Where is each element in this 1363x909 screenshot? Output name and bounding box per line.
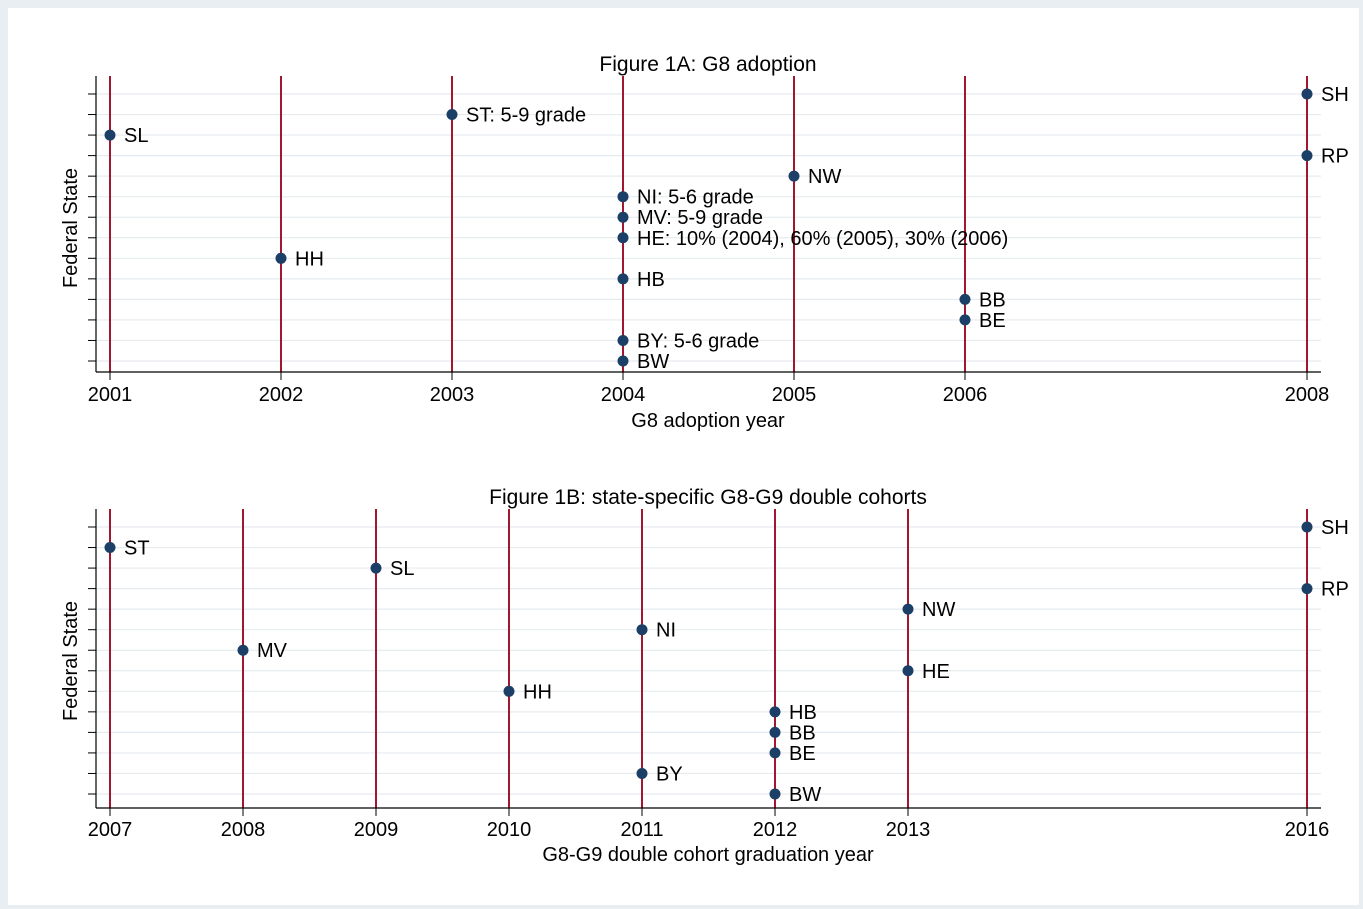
data-point [275, 252, 287, 264]
data-point [959, 314, 971, 326]
chart-1a-title: Figure 1A: G8 adoption [599, 53, 816, 76]
chart-1a-y-axis-title: Federal State [60, 168, 82, 288]
data-point [1301, 150, 1313, 162]
point-label: SH [1321, 517, 1349, 539]
x-tick-label: 2005 [772, 384, 817, 406]
data-point [617, 211, 629, 223]
chart-1b-gridlines [96, 526, 1321, 795]
x-tick-label: 2008 [1285, 384, 1330, 406]
point-label: RP [1321, 146, 1349, 168]
chart-1b-x-ticks: 2007 2008 2009 2010 2011 2012 2013 2016 [88, 808, 1330, 841]
data-point [636, 624, 648, 636]
data-point [769, 706, 781, 718]
point-label: BW [789, 784, 821, 806]
x-tick-label: 2006 [943, 384, 988, 406]
data-point [617, 334, 629, 346]
data-point [617, 355, 629, 367]
chart-panel-1b: Figure 1B: state-specific G8-G9 double c… [60, 486, 1349, 866]
point-label: BY: 5-6 grade [637, 330, 759, 352]
x-tick-label: 2016 [1285, 819, 1330, 841]
chart-1a-x-ticks: 2001 2002 2003 2004 2005 2006 2008 [88, 372, 1330, 406]
chart-1b-y-axis-title: Federal State [60, 601, 82, 721]
data-point [446, 109, 458, 121]
point-label: HB [637, 269, 665, 291]
chart-1a-points [104, 88, 1313, 367]
chart-1b-points [104, 521, 1313, 800]
point-label: BB [789, 722, 816, 744]
data-point [1301, 521, 1313, 533]
x-tick-label: 2007 [88, 819, 133, 841]
x-tick-label: 2008 [221, 819, 266, 841]
data-point [1301, 583, 1313, 595]
data-point [902, 665, 914, 677]
point-label: BY [656, 763, 683, 785]
x-tick-label: 2002 [259, 384, 304, 406]
data-point [636, 767, 648, 779]
x-tick-label: 2013 [886, 819, 931, 841]
chart-1b-axes [95, 509, 1321, 809]
point-label: SL [124, 125, 148, 147]
data-point [237, 644, 249, 656]
data-point [788, 170, 800, 182]
x-tick-label: 2010 [487, 819, 532, 841]
data-point [902, 603, 914, 615]
x-tick-label: 2012 [753, 819, 798, 841]
x-tick-label: 2001 [88, 384, 133, 406]
point-label: BB [979, 289, 1006, 311]
data-point [1301, 88, 1313, 100]
point-label: ST: 5-9 grade [466, 105, 586, 127]
data-point [769, 788, 781, 800]
point-label: NW [922, 599, 955, 621]
data-point [503, 685, 515, 697]
point-label: NW [808, 166, 841, 188]
chart-1a-gridlines [96, 93, 1321, 362]
data-point [617, 191, 629, 203]
x-tick-label: 2004 [601, 384, 646, 406]
data-point [959, 293, 971, 305]
point-label: BE [789, 743, 816, 765]
data-point [617, 232, 629, 244]
chart-1b-x-axis-title: G8-G9 double cohort graduation year [542, 844, 874, 866]
data-point [769, 726, 781, 738]
point-label: HH [523, 681, 552, 703]
point-label: SH [1321, 84, 1349, 106]
x-tick-label: 2009 [354, 819, 399, 841]
chart-1b-y-ticks [88, 526, 96, 795]
data-point [617, 273, 629, 285]
point-label: HE [922, 661, 950, 683]
chart-1a-y-ticks [88, 93, 96, 362]
point-label: SL [390, 558, 414, 580]
point-label: NI: 5-6 grade [637, 187, 754, 209]
x-tick-label: 2003 [430, 384, 475, 406]
point-label: RP [1321, 579, 1349, 601]
point-label: HE: 10% (2004), 60% (2005), 30% (2006) [637, 228, 1008, 250]
figure-background [8, 8, 1359, 905]
chart-panel-1a: Figure 1A: G8 adoption 2001 2002 2003 2004 2… [60, 53, 1349, 432]
point-label: BW [637, 351, 669, 373]
x-tick-label: 2011 [620, 819, 663, 841]
point-label: BE [979, 310, 1006, 332]
point-label: NI [656, 620, 676, 642]
chart-1a-x-axis-title: G8 adoption year [631, 410, 785, 432]
data-point [104, 129, 116, 141]
data-point [104, 542, 116, 554]
chart-1a-axes [95, 76, 1321, 373]
point-label: HH [295, 248, 324, 270]
chart-1b-title: Figure 1B: state-specific G8-G9 double c… [489, 486, 927, 509]
point-label: HB [789, 702, 817, 724]
data-point [370, 562, 382, 574]
point-label: MV [257, 640, 288, 662]
point-label: ST [124, 538, 150, 560]
data-point [769, 747, 781, 759]
point-label: MV: 5-9 grade [637, 207, 763, 229]
